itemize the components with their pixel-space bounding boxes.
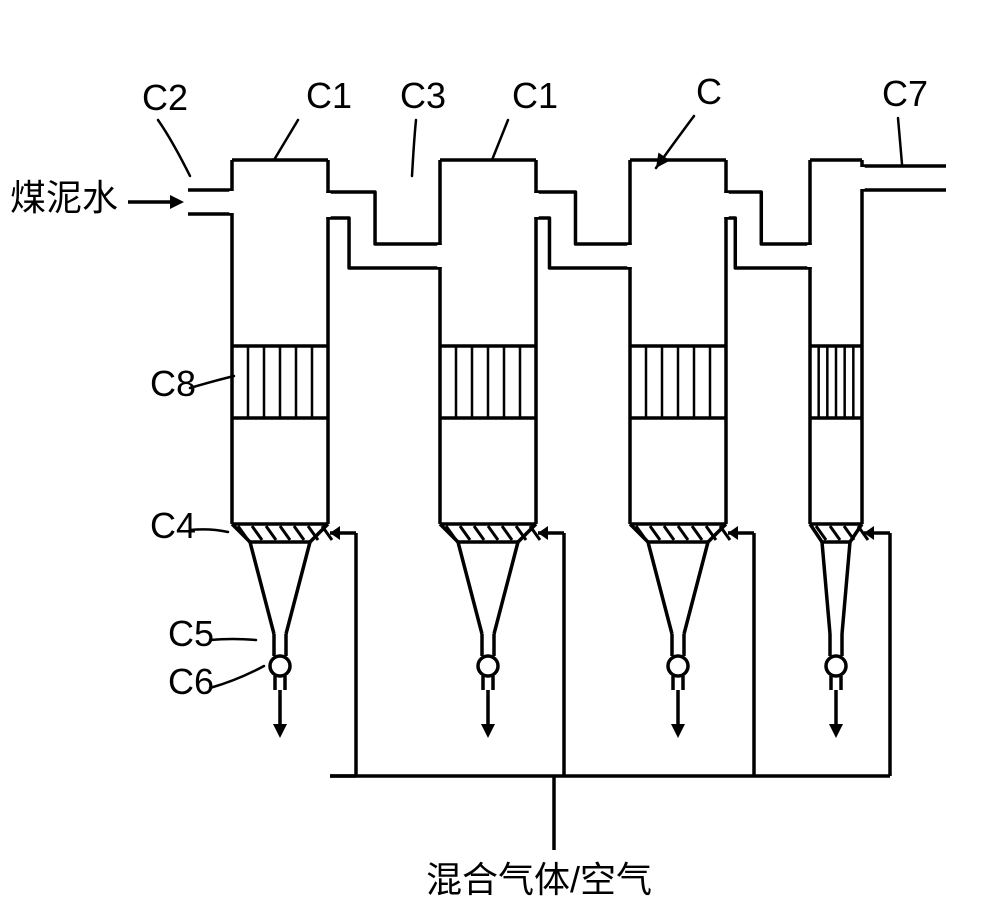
label-C8: C8 [150, 363, 196, 404]
label-C7: C7 [882, 73, 928, 114]
label-C: C [696, 71, 722, 112]
label-C3: C3 [400, 75, 446, 116]
label-C5: C5 [168, 613, 214, 654]
label-C4: C4 [150, 505, 196, 546]
label-C1b: C1 [512, 75, 558, 116]
text-gas_label: 混合气体/空气 [426, 859, 652, 900]
label-C1a: C1 [306, 75, 352, 116]
text-in_label: 煤泥水 [10, 177, 118, 218]
diagram-svg: C2 C1 C3 C1 C C7 C8 C4 C5 C6 煤泥水混合气体/空气 [0, 0, 1000, 905]
label-C2: C2 [142, 77, 188, 118]
label-C6: C6 [168, 661, 214, 702]
